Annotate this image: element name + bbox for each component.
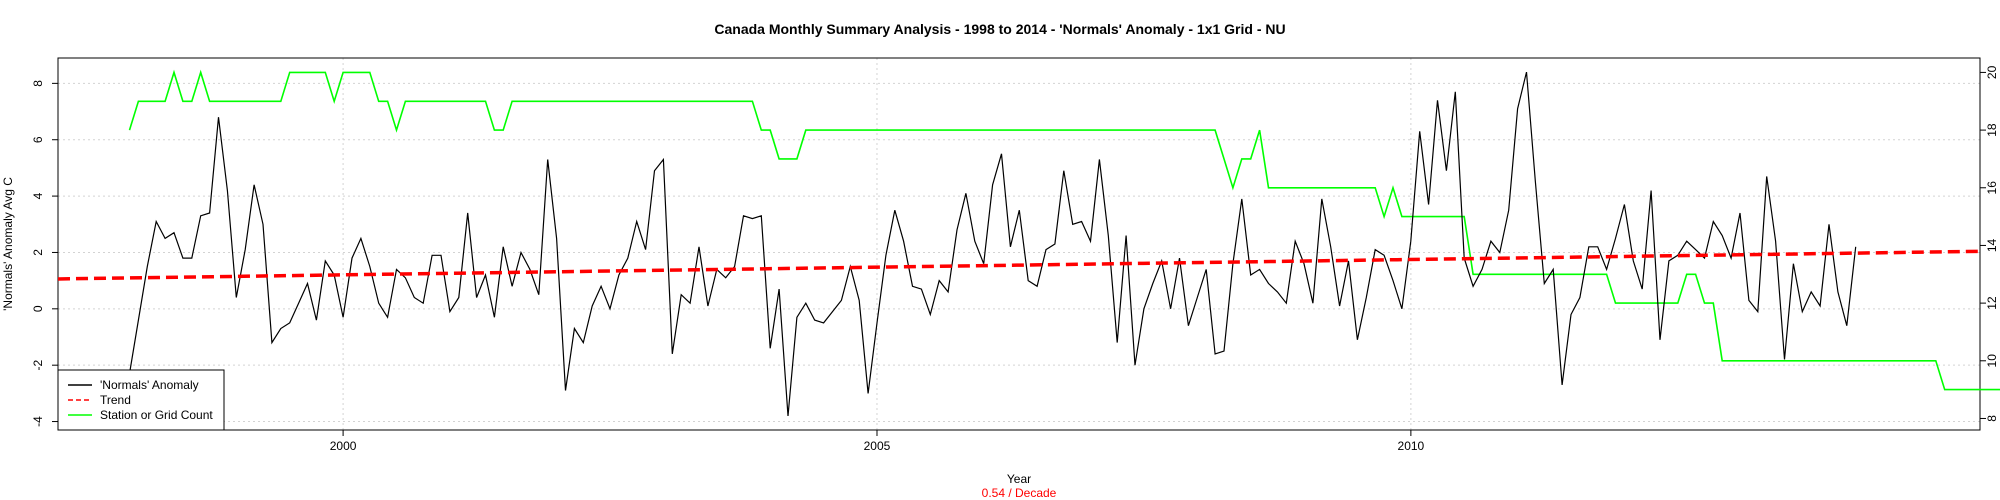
y-tick-label: 2 [31, 249, 45, 256]
grid-layer [58, 58, 1980, 430]
x-tick-label: 2010 [1398, 439, 1425, 453]
y-tick-label: -2 [31, 360, 45, 371]
legend-label-trend: Trend [100, 393, 131, 407]
y-tick-label: 8 [31, 80, 45, 87]
y-tick-label: 4 [31, 192, 45, 199]
chart-title: Canada Monthly Summary Analysis - 1998 t… [714, 21, 1285, 37]
legend-label-count: Station or Grid Count [100, 408, 213, 422]
y2-tick-label: 18 [1985, 123, 1999, 137]
series-line-trend [57, 249, 1981, 281]
x-axis-label: Year [1007, 472, 1031, 486]
series-line-anomaly [128, 71, 1857, 416]
trend-rate-note: 0.54 / Decade [982, 486, 1057, 500]
legend: 'Normals' Anomaly Trend Station or Grid … [57, 369, 225, 431]
legend-label-anomaly: 'Normals' Anomaly [100, 378, 199, 392]
series-line-station-count [128, 69, 2000, 391]
x-tick-label: 2005 [864, 439, 891, 453]
y-tick-label: 6 [31, 136, 45, 143]
y2-tick-label: 12 [1985, 296, 1999, 310]
plot-frame [57, 57, 1981, 431]
y2-tick-label: 14 [1985, 238, 1999, 252]
y2-tick-label: 10 [1985, 354, 1999, 368]
series-layer [57, 69, 2000, 416]
y-tick-label: 0 [31, 305, 45, 312]
ticks-layer: 2000 2005 2010 -4 -2 0 2 4 6 8 8 10 12 14 16 18 20 [31, 65, 1999, 453]
y-tick-label: -4 [31, 416, 45, 427]
y2-tick-label: 8 [1985, 415, 1999, 422]
y-axis-label: 'Normals' Anomaly Avg C [1, 177, 15, 311]
y2-tick-label: 20 [1985, 65, 1999, 79]
x-tick-label: 2000 [330, 439, 357, 453]
y2-tick-label: 16 [1985, 181, 1999, 195]
